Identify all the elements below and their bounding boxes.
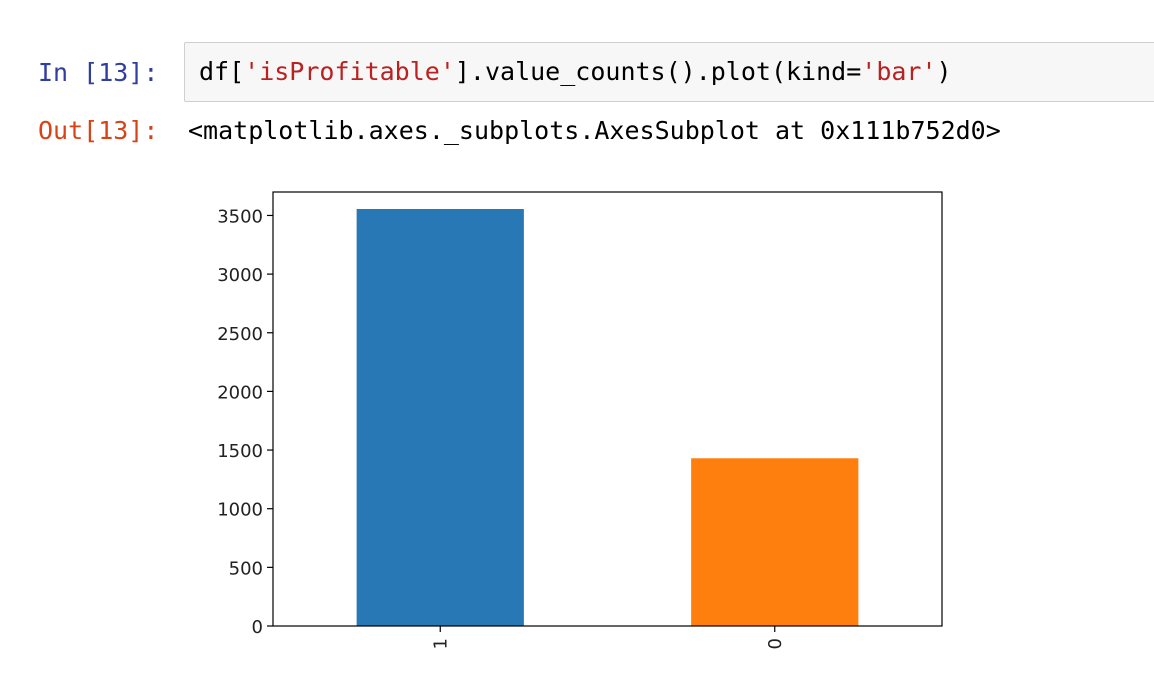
y-tick-label: 2500 [217, 324, 263, 345]
code-text-part: ) [936, 57, 952, 86]
y-tick-label: 2000 [217, 382, 263, 403]
y-tick-label: 3000 [217, 265, 263, 286]
y-tick-label: 1000 [217, 500, 263, 521]
y-tick-label: 0 [252, 617, 263, 638]
bar-chart: 0 500 1000 1500 2000 2500 3000 3500 1 0 [190, 180, 960, 676]
code-text-part: ].value_counts().plot(kind= [454, 57, 862, 86]
y-tick-label: 500 [229, 558, 263, 579]
plot-frame [272, 191, 943, 627]
output-repr: <matplotlib.axes._subplots.AxesSubplot a… [188, 116, 1001, 145]
code-string-column: 'isProfitable' [244, 57, 455, 86]
code-text-part: df[ [199, 57, 245, 86]
code-line: df['isProfitable'].value_counts().plot(k… [199, 57, 952, 86]
y-tick-label: 1500 [217, 441, 263, 462]
chart-svg: 0 500 1000 1500 2000 2500 3000 3500 1 0 [217, 191, 943, 649]
code-string-kind: 'bar' [861, 57, 937, 86]
x-tick-label: 1 [430, 638, 451, 649]
input-prompt: In [13]: [38, 58, 159, 87]
bar-0 [691, 458, 859, 626]
code-input-area[interactable]: df['isProfitable'].value_counts().plot(k… [184, 42, 1154, 102]
y-tick-label: 3500 [217, 206, 263, 227]
output-prompt: Out[13]: [38, 116, 159, 145]
bar-1 [356, 209, 524, 626]
x-tick-label: 0 [765, 638, 786, 649]
